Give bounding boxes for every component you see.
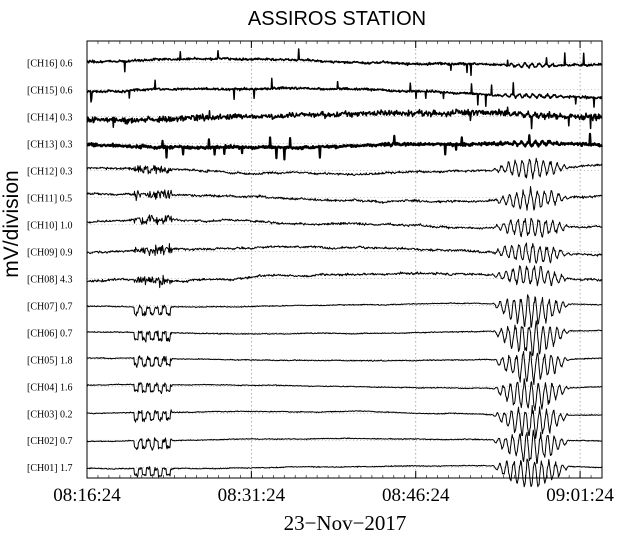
trace-ch05 — [86, 351, 603, 386]
trace-ch08 — [86, 265, 603, 289]
trace-ch06 — [86, 320, 603, 357]
channel-label: [CH05] 1.8 — [27, 355, 73, 366]
channel-label: [CH03] 0.2 — [27, 409, 73, 420]
traces — [86, 48, 604, 488]
channel-label: [CH01] 1.7 — [27, 463, 73, 474]
trace-ch12 — [86, 157, 603, 180]
channel-label: [CH07] 0.7 — [27, 301, 73, 312]
x-tick-label: 08:31:24 — [218, 485, 286, 506]
x-axis-ticks: 08:16:24 08:31:24 08:46:24 09:01:24 — [53, 41, 614, 506]
plot-frame — [86, 40, 603, 479]
x-tick-label: 08:16:24 — [53, 485, 121, 506]
trace-ch04 — [86, 378, 603, 412]
channel-label: [CH12] 0.3 — [27, 166, 73, 177]
trace-ch03 — [86, 405, 603, 439]
trace-ch11 — [86, 186, 603, 211]
trace-ch15 — [86, 77, 603, 108]
trace-ch01 — [86, 458, 603, 488]
x-tick-label: 08:46:24 — [382, 485, 450, 506]
channel-label: [CH15] 0.6 — [27, 86, 73, 97]
channel-label: [CH09] 0.9 — [27, 247, 73, 258]
trace-ch10 — [86, 214, 603, 238]
y-axis-label: mV/division — [0, 170, 23, 277]
channel-label: [CH16] 0.6 — [27, 59, 73, 70]
channel-labels: [CH16] 0.6 [CH15] 0.6 [CH14] 0.3 [CH13] 0.3… — [27, 59, 73, 475]
channel-label: [CH10] 1.0 — [27, 220, 73, 231]
trace-ch16 — [86, 48, 603, 77]
channel-label: [CH06] 0.7 — [27, 328, 73, 339]
trace-ch09 — [86, 242, 603, 264]
trace-ch13 — [86, 132, 604, 161]
channel-label: [CH02] 0.7 — [27, 436, 73, 447]
trace-ch02 — [86, 429, 603, 465]
channel-label: [CH04] 1.6 — [27, 382, 73, 393]
channel-label: [CH13] 0.3 — [27, 140, 73, 151]
x-tick-label: 09:01:24 — [546, 485, 614, 506]
channel-label: [CH14] 0.3 — [27, 113, 73, 124]
chart-title: ASSIROS STATION — [248, 8, 426, 30]
trace-ch07 — [86, 294, 603, 328]
x-axis-label: 23−Nov−2017 — [284, 511, 407, 535]
channel-label: [CH08] 4.3 — [27, 274, 73, 285]
trace-ch14 — [86, 106, 603, 130]
channel-label: [CH11] 0.5 — [27, 193, 72, 204]
